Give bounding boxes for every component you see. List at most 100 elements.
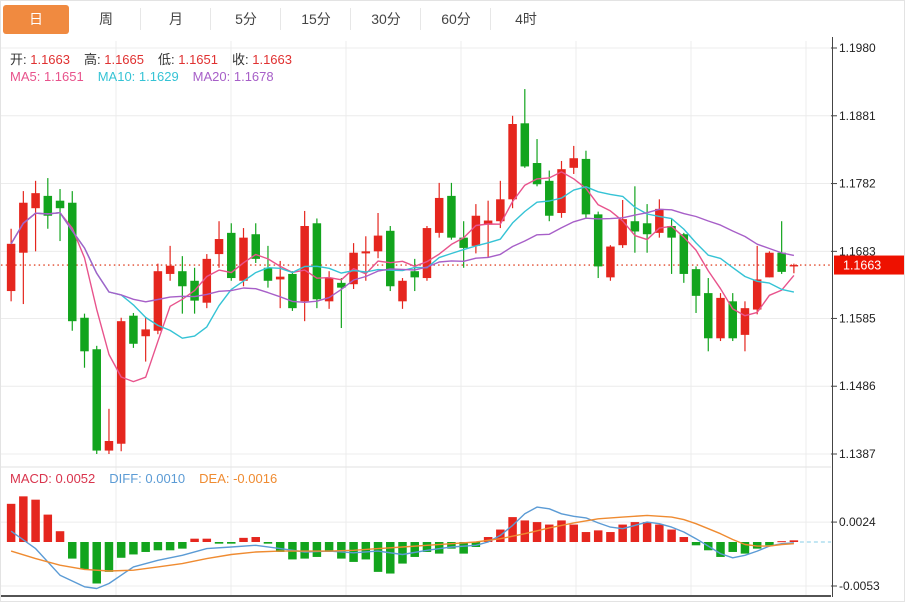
candle-body bbox=[263, 267, 273, 281]
tab-60min-label: 60分 bbox=[441, 11, 471, 27]
candle-body bbox=[275, 276, 285, 280]
candle-body bbox=[471, 215, 481, 246]
tab-week[interactable]: 周 bbox=[71, 1, 141, 37]
price-axis-label: 1.1683 bbox=[839, 244, 876, 258]
candle-body bbox=[324, 278, 334, 302]
macd-histogram-bar bbox=[557, 520, 566, 542]
macd-histogram-bar bbox=[581, 532, 591, 542]
macd-legend: MACD: 0.0052 DIFF: 0.0010 DEA: -0.0016 bbox=[10, 471, 291, 486]
macd-histogram-bar bbox=[202, 538, 212, 542]
candle-body bbox=[165, 265, 175, 274]
macd-histogram-bar bbox=[667, 529, 676, 542]
macd-histogram-bar bbox=[312, 542, 322, 557]
candle-body bbox=[92, 349, 101, 451]
macd-histogram-bar bbox=[422, 542, 432, 552]
macd-histogram-bar bbox=[227, 542, 236, 544]
macd-histogram-bar bbox=[569, 524, 578, 542]
candle-body bbox=[691, 269, 701, 296]
macd-histogram-bar bbox=[349, 542, 358, 562]
macd-histogram-bar bbox=[789, 540, 799, 542]
candle-body bbox=[116, 321, 126, 444]
macd-axis-label: -0.0053 bbox=[839, 579, 880, 593]
ohlc_legend-item-1: 高: 1.1665 bbox=[84, 52, 144, 67]
candle-body bbox=[716, 297, 725, 339]
timeframe-tabbar: 日 周 月 5分 15分 30分 60分 4时 bbox=[1, 1, 904, 37]
macd-histogram-bar bbox=[141, 542, 150, 552]
ohlc-legend: 开: 1.1663 高: 1.1665 低: 1.1651 收: 1.1663 bbox=[10, 49, 306, 68]
candle-body bbox=[752, 279, 762, 310]
macd-histogram-bar bbox=[6, 503, 16, 542]
macd-histogram-bar bbox=[471, 542, 481, 547]
macd-histogram-bar bbox=[80, 542, 89, 570]
macd-histogram-bar bbox=[275, 542, 285, 552]
tab-15min[interactable]: 15分 bbox=[281, 1, 351, 37]
tab-week-label: 周 bbox=[99, 11, 113, 27]
ma5-line bbox=[10, 171, 795, 383]
candle-body bbox=[373, 235, 383, 252]
candle-body bbox=[422, 228, 432, 279]
macd-histogram-bar bbox=[178, 542, 187, 549]
ma_legend-item-2: MA20: 1.1678 bbox=[192, 69, 274, 84]
candle-body bbox=[593, 214, 603, 267]
tab-30min-label: 30分 bbox=[371, 11, 401, 27]
macd-histogram-bar bbox=[373, 542, 383, 572]
macd_legend-item-2: DEA: -0.0016 bbox=[199, 471, 278, 486]
macd_legend-item-0: MACD: 0.0052 bbox=[10, 471, 96, 486]
price-axis-label: 1.1881 bbox=[839, 109, 876, 123]
candle-body bbox=[569, 158, 578, 168]
candle-body bbox=[447, 195, 456, 238]
candle-body bbox=[520, 123, 530, 167]
candle-body bbox=[740, 308, 750, 335]
tab-60min[interactable]: 60分 bbox=[421, 1, 491, 37]
candle-body bbox=[129, 315, 138, 344]
candle-body bbox=[19, 202, 28, 253]
tab-15min-label: 15分 bbox=[301, 11, 331, 27]
candle-body bbox=[239, 237, 248, 281]
macd-histogram-bar bbox=[165, 542, 175, 551]
candle-body bbox=[728, 301, 737, 339]
macd-histogram-bar bbox=[520, 520, 530, 542]
tab-month[interactable]: 月 bbox=[141, 1, 211, 37]
macd-histogram-bar bbox=[728, 542, 737, 552]
macd-histogram-bar bbox=[508, 517, 517, 542]
candle-body bbox=[214, 239, 224, 255]
ma20-line bbox=[10, 208, 795, 303]
macd-histogram-bar bbox=[214, 542, 224, 544]
tab-4hour[interactable]: 4时 bbox=[491, 1, 561, 37]
macd-histogram-bar bbox=[43, 514, 53, 542]
macd-histogram-bar bbox=[642, 522, 652, 542]
macd-histogram-bar bbox=[777, 541, 786, 543]
macd-histogram-bar bbox=[263, 542, 273, 544]
ma10-line bbox=[10, 186, 795, 339]
candle-body bbox=[361, 251, 371, 254]
candle-body bbox=[606, 246, 615, 278]
tab-5min[interactable]: 5分 bbox=[211, 1, 281, 37]
tab-30min[interactable]: 30分 bbox=[351, 1, 421, 37]
candle-body bbox=[386, 230, 395, 287]
macd-histogram-bar bbox=[532, 522, 542, 542]
price-axis-label: 1.1585 bbox=[839, 311, 876, 325]
tab-4hour-label: 4时 bbox=[515, 11, 537, 27]
candle-body bbox=[153, 271, 163, 331]
candle-body bbox=[288, 273, 297, 309]
candle-body bbox=[508, 123, 517, 200]
macd-histogram-bar bbox=[630, 522, 640, 542]
candle-body bbox=[337, 282, 346, 288]
macd-histogram-bar bbox=[92, 542, 101, 584]
macd-histogram-bar bbox=[19, 496, 28, 542]
macd-histogram-bar bbox=[447, 542, 456, 549]
tab-day[interactable]: 日 bbox=[1, 1, 71, 37]
macd_legend-item-1: DIFF: 0.0010 bbox=[109, 471, 186, 486]
macd-histogram-bar bbox=[691, 542, 701, 546]
candle-body bbox=[141, 329, 150, 337]
current-price-badge-label: 1.1663 bbox=[843, 259, 881, 273]
macd-histogram-bar bbox=[386, 542, 395, 574]
candle-body bbox=[104, 440, 114, 451]
macd-histogram-bar bbox=[434, 542, 444, 554]
macd-histogram-bar bbox=[324, 542, 334, 552]
macd-histogram-bar bbox=[740, 542, 750, 554]
price-axis-label: 1.1980 bbox=[839, 41, 876, 55]
macd-histogram-bar bbox=[31, 499, 40, 542]
current-price-badge bbox=[834, 255, 904, 275]
